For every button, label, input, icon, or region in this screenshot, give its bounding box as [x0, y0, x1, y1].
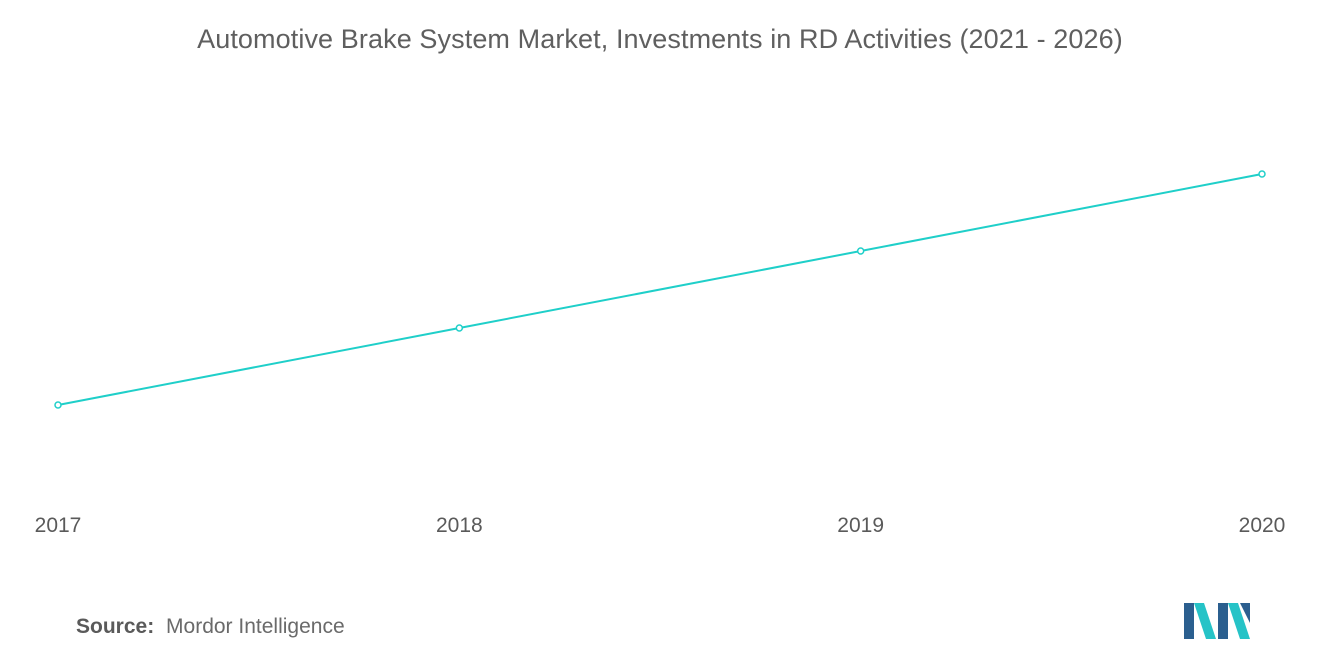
data-point-2019 — [856, 247, 865, 255]
data-point-2020 — [1258, 170, 1266, 178]
logo-right-diagonal — [1228, 603, 1250, 639]
series-line — [57, 173, 1263, 406]
x-tick-label: 2017 — [35, 514, 82, 537]
x-tick-label: 2019 — [837, 514, 884, 537]
logo-left-bar — [1184, 603, 1194, 639]
logo-left-diagonal — [1194, 603, 1216, 639]
logo-right-bar — [1240, 603, 1250, 623]
x-tick-label: 2018 — [436, 514, 483, 537]
data-point-2017 — [54, 401, 62, 409]
source-note: Source: Mordor Intelligence — [76, 615, 345, 639]
mordor-intelligence-logo — [1184, 603, 1250, 639]
series-layer — [57, 173, 1263, 406]
source-value: Mordor Intelligence — [166, 615, 345, 638]
logo-middle-bar — [1218, 603, 1228, 639]
x-tick-label: 2020 — [1239, 514, 1286, 537]
chart-title: Automotive Brake System Market, Investme… — [197, 24, 1123, 54]
source-label: Source: — [76, 615, 155, 638]
data-point-2018 — [455, 324, 464, 332]
x-axis-ticks: 2017 2018 2019 2020 — [35, 514, 1286, 537]
marker-layer — [54, 170, 1266, 409]
